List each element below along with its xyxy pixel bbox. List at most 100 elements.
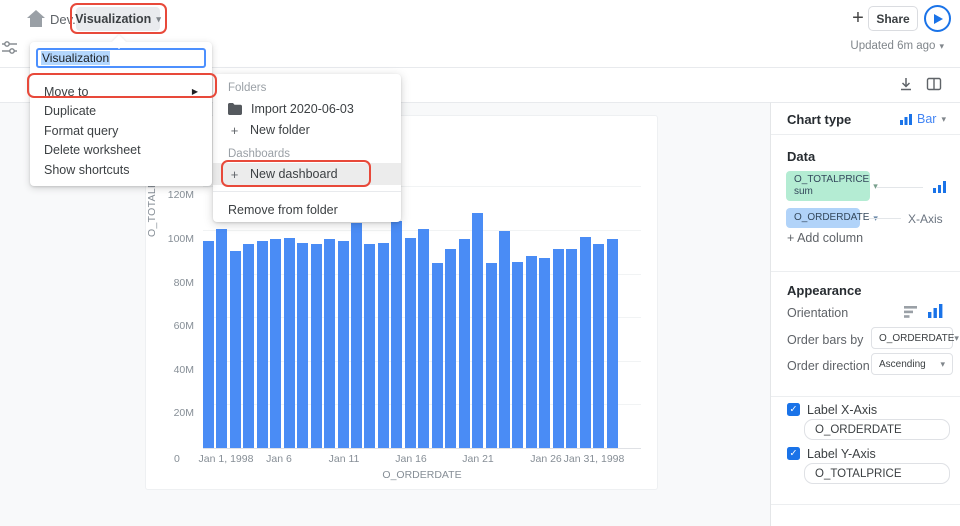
menu-item-duplicate[interactable]: Duplicate (30, 102, 212, 122)
submenu-item-folder[interactable]: Import 2020-06-03 (213, 99, 401, 119)
label-y-axis-checkbox[interactable]: ✓ (787, 447, 800, 460)
submenu-item-new-folder[interactable]: + New folder (213, 120, 401, 140)
rename-input[interactable]: Visualization (36, 48, 206, 68)
bar-jan-3-1998[interactable] (229, 251, 241, 448)
rename-input-selected-text: Visualization (41, 51, 111, 65)
x-column-pill[interactable]: O_ORDERDATE ▾ (786, 208, 878, 228)
x-tick-label: Jan 31, 1998 (563, 453, 625, 465)
bar-jan-2-1998[interactable] (216, 229, 228, 448)
home-icon[interactable] (26, 9, 46, 28)
submenu-item-label: Import 2020-06-03 (251, 102, 354, 116)
chevron-down-icon: ▾ (156, 13, 161, 24)
bar-jan-4-1998[interactable] (243, 244, 255, 448)
horizontal-bars-icon[interactable] (904, 306, 919, 318)
plot-area (203, 186, 618, 448)
chevron-down-icon: ▾ (954, 332, 959, 343)
bar-jan-7-1998[interactable] (283, 238, 295, 448)
label-x-axis-label: Label X-Axis (807, 403, 878, 417)
folder-icon (228, 103, 242, 115)
menu-item-label: Duplicate (44, 104, 97, 119)
submenu-item-remove-from-folder[interactable]: Remove from folder (213, 200, 401, 220)
bar-jan-19-1998[interactable] (445, 249, 457, 448)
y-column-pill[interactable]: O_TOTALPRICE sum ▾ (786, 171, 878, 201)
bar-jan-23-1998[interactable] (498, 231, 510, 448)
divider (771, 504, 960, 505)
vertical-bars-icon[interactable] (928, 303, 943, 318)
bar-jan-13-1998[interactable] (364, 244, 376, 448)
chevron-down-icon: ▾ (940, 358, 945, 369)
x-tick-label: Jan 6 (266, 453, 292, 465)
y-tick-label: 20M (173, 407, 194, 419)
bar-jan-21-1998[interactable] (472, 213, 484, 448)
menu-pointer (111, 34, 127, 50)
bar-jan-18-1998[interactable] (431, 263, 443, 448)
label-x-axis-checkbox[interactable]: ✓ (787, 403, 800, 416)
bar-chart-icon (900, 114, 913, 125)
y-tick-label: 80M (173, 277, 194, 289)
order-bars-dropdown[interactable]: O_ORDERDATE ▾ (871, 327, 959, 349)
bar-jan-14-1998[interactable] (377, 243, 389, 448)
plus-icon: + (230, 122, 239, 138)
bar-jan-27-1998[interactable] (552, 249, 564, 448)
filter-sliders-icon[interactable] (2, 40, 17, 55)
share-button[interactable]: Share (868, 6, 918, 31)
appearance-section-header: Appearance (787, 283, 862, 298)
bar-jan-31-1998[interactable] (606, 239, 618, 448)
bar-jan-1-1998[interactable] (203, 241, 214, 448)
menu-item-show-shortcuts[interactable]: Show shortcuts (30, 160, 212, 180)
menu-item-label: Show shortcuts (44, 162, 130, 177)
bar-jan-29-1998[interactable] (579, 237, 591, 448)
bar-jan-6-1998[interactable] (270, 239, 282, 448)
bar-jan-25-1998[interactable] (525, 256, 537, 448)
bar-jan-20-1998[interactable] (458, 239, 470, 448)
run-button[interactable] (924, 5, 951, 32)
y-axis-zero-label: 0 (174, 453, 180, 465)
submenu-item-new-dashboard[interactable]: + New dashboard (213, 163, 401, 185)
bar-jan-11-1998[interactable] (337, 241, 349, 448)
x-axis-label-input[interactable] (804, 419, 950, 440)
submenu-item-label: Remove from folder (228, 203, 338, 217)
connector-line (868, 218, 901, 219)
updated-status-text: Updated 6m ago (850, 40, 936, 52)
x-column-name: O_ORDERDATE (794, 212, 870, 223)
order-direction-dropdown[interactable]: Ascending ▾ (871, 353, 953, 375)
bar-jan-5-1998[interactable] (256, 241, 268, 448)
add-element-button[interactable]: + (852, 6, 864, 29)
bar-jan-9-1998[interactable] (310, 244, 322, 448)
bar-jan-8-1998[interactable] (297, 243, 309, 448)
orientation-label: Orientation (787, 306, 849, 320)
document-title-button[interactable]: Visualization ▾ (75, 7, 161, 31)
bar-jan-28-1998[interactable] (566, 249, 578, 448)
add-column-button[interactable]: + Add column (787, 231, 864, 245)
bar-jan-15-1998[interactable] (391, 221, 403, 448)
y-axis-label-input[interactable] (804, 463, 950, 484)
y-tick-label: 60M (173, 320, 194, 332)
chart-type-value: Bar (917, 112, 937, 126)
menu-item-move-to[interactable]: Move to ▶ (30, 82, 212, 102)
menu-item-format-query[interactable]: Format query (30, 121, 212, 141)
bar-jan-30-1998[interactable] (593, 244, 605, 448)
bar-jan-10-1998[interactable] (324, 239, 336, 448)
header-divider (0, 67, 960, 68)
split-view-icon[interactable] (925, 75, 943, 93)
x-tick-label: Jan 26 (530, 453, 562, 465)
bar-jan-17-1998[interactable] (418, 229, 430, 448)
bar-jan-16-1998[interactable] (404, 238, 416, 448)
menu-item-delete-worksheet[interactable]: Delete worksheet (30, 141, 212, 161)
menu-item-label: Format query (44, 123, 119, 138)
chart-type-selector[interactable]: Bar ▾ (900, 112, 946, 126)
y-column-name: O_TOTALPRICE (794, 174, 870, 185)
x-tick-label: Jan 16 (395, 453, 427, 465)
divider (771, 396, 960, 397)
settings-panel: Chart type Bar ▾ Data O_TOTALPRICE sum ▾… (770, 102, 960, 526)
bar-jan-26-1998[interactable] (539, 258, 551, 448)
x-axis-title: O_ORDERDATE (382, 469, 462, 481)
bar-jan-22-1998[interactable] (485, 263, 497, 448)
order-bars-label: Order bars by (787, 333, 864, 347)
download-icon[interactable] (897, 75, 915, 93)
bar-jan-12-1998[interactable] (350, 223, 362, 448)
menu-item-label: Move to (44, 84, 89, 99)
submenu-item-label: New folder (250, 123, 310, 137)
updated-status-dropdown[interactable]: Updated 6m ago ▾ (850, 40, 944, 52)
bar-jan-24-1998[interactable] (512, 262, 524, 448)
